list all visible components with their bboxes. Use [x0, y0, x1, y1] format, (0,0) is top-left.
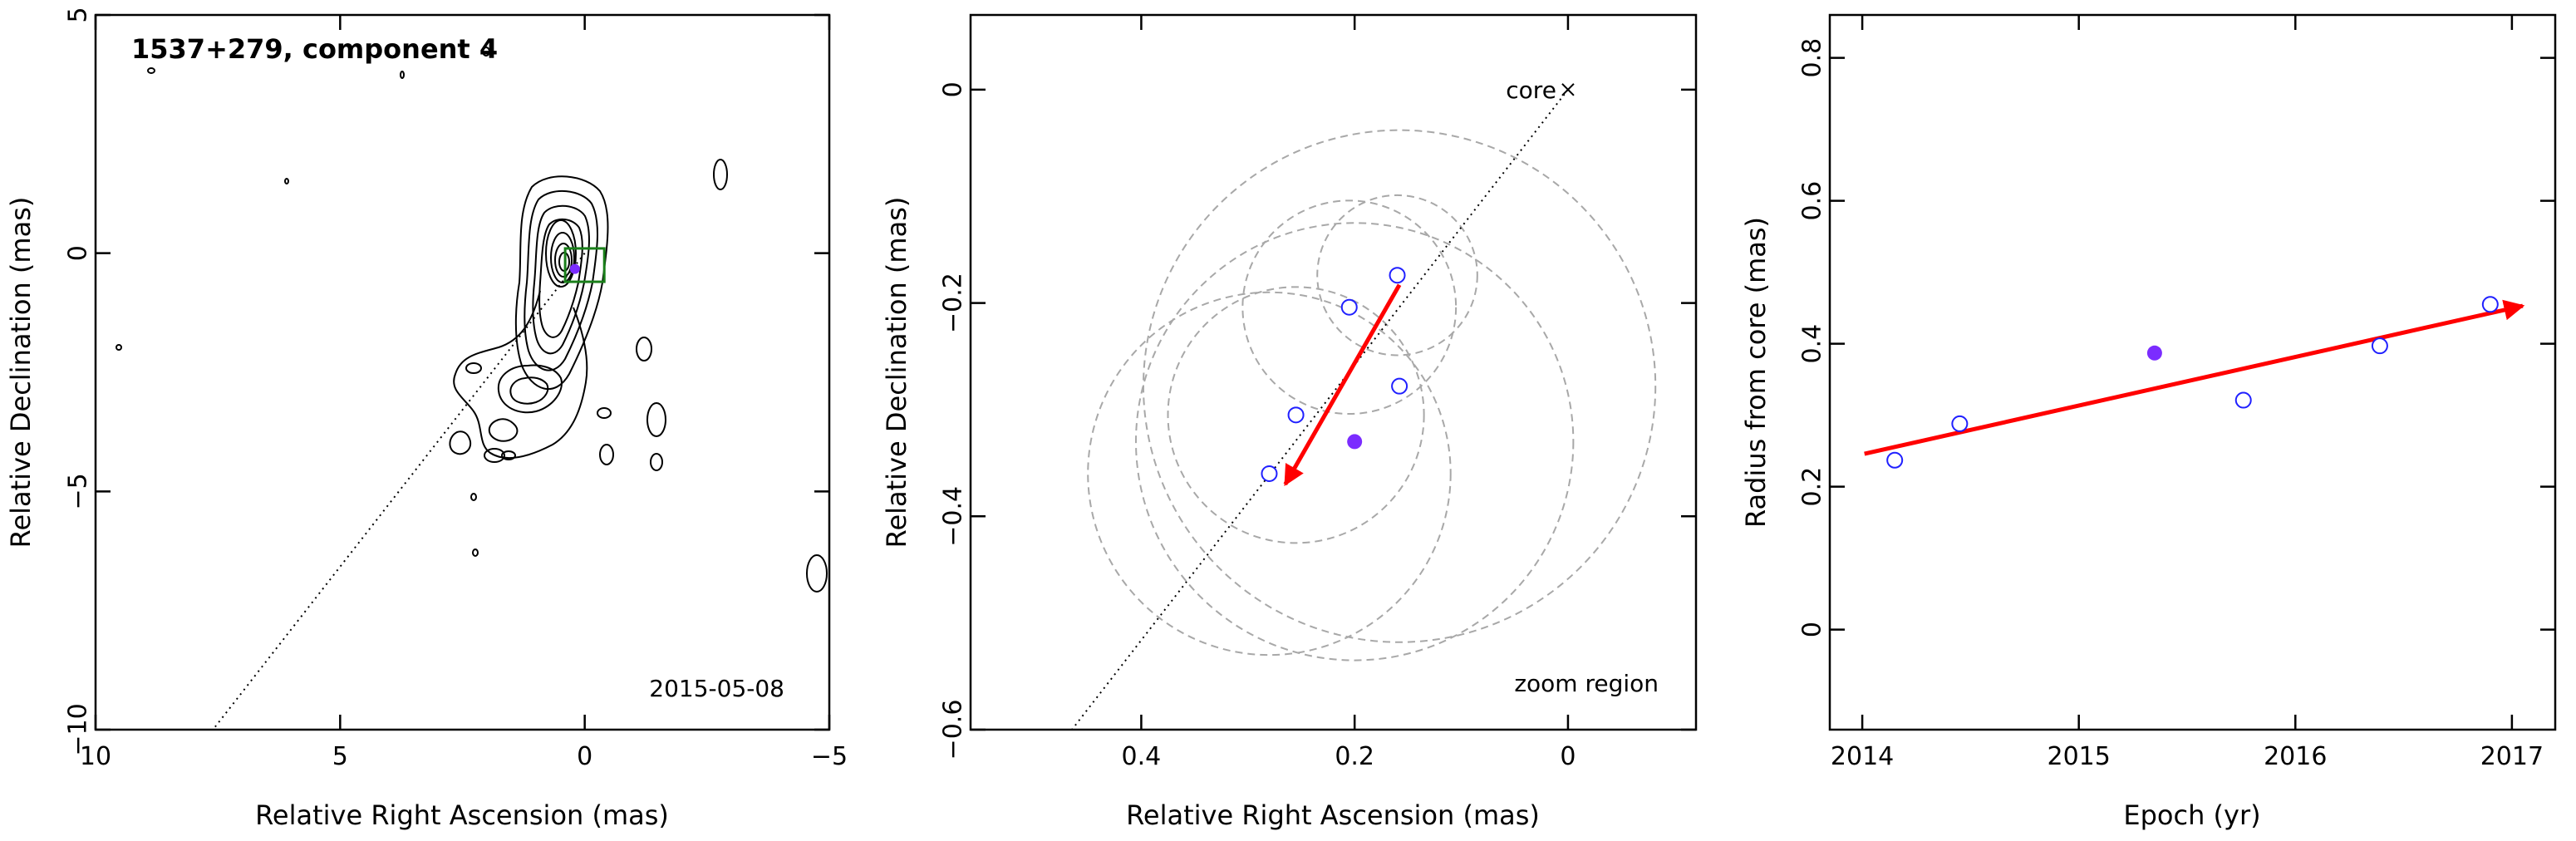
radius-point: [2481, 296, 2499, 313]
fit-arrow: [1864, 299, 2525, 456]
contour-core: [514, 175, 609, 391]
panel1-title: 1537+279, component 4: [131, 33, 498, 65]
panel1-x-ticks: 10 5 0 −5: [80, 15, 848, 771]
uncertainty-circle: [1087, 291, 1452, 657]
y-tick-label: 0.6: [1798, 181, 1827, 221]
x-tick-label: 0.4: [1122, 742, 1162, 771]
x-tick-label: 2017: [2480, 742, 2544, 771]
panel1-frame: [94, 13, 831, 731]
y-tick-label: 5: [64, 7, 93, 22]
panel1-y-axis-title: Relative Declination (mas): [5, 197, 37, 548]
y-tick-label: −10: [64, 703, 93, 755]
jet-direction-line: [212, 253, 586, 730]
y-tick-label: −5: [64, 473, 93, 509]
y-tick-label: −0.4: [939, 486, 968, 547]
position-point: [1261, 465, 1278, 482]
component-marker: [569, 263, 580, 274]
radius-point: [2234, 391, 2252, 409]
panel3-filled-point: [2146, 345, 2162, 361]
uncertainty-circle: [1316, 194, 1478, 357]
radius-point: [1886, 451, 1904, 469]
x-tick-label: 2014: [1831, 742, 1894, 771]
y-tick-label: 0.2: [1798, 467, 1827, 507]
position-point: [1287, 406, 1305, 424]
x-tick-label: 0: [1560, 742, 1576, 771]
y-tick-label: 0: [64, 245, 93, 261]
panel3-frame: [1828, 13, 2557, 731]
panel1-date-annotation: 2015-05-08: [649, 675, 784, 702]
y-tick-label: 0: [1798, 622, 1827, 637]
panel3-y-axis-title: Radius from core (mas): [1740, 217, 1772, 528]
panel-contour-map: 10 5 0 −5 5 0 −5 −10 1537+279, component 4 201…: [5, 7, 848, 831]
y-tick-label: −0.2: [939, 273, 968, 333]
position-point: [1340, 298, 1358, 316]
core-label: core: [1506, 76, 1556, 104]
panel2-y-ticks: 0 −0.2 −0.4 −0.6: [939, 81, 1696, 760]
motion-arrow: [1283, 283, 1402, 486]
y-tick-label: −0.6: [939, 700, 968, 760]
panel3-points: [1886, 296, 2499, 469]
uncertainty-circles: [1087, 129, 1657, 661]
x-tick-label: 2015: [2048, 742, 2111, 771]
panel2-frame: [969, 13, 1698, 731]
x-tick-label: 10: [80, 742, 111, 771]
panel2-points: [1261, 267, 1408, 482]
zoom-box: [563, 247, 606, 283]
panel-radius-epoch: 2014 2015 2016 2017 0 0.2 0.4 0.6 0.8 Epoch (yr…: [1740, 13, 2557, 831]
uncertainty-circle: [1134, 222, 1575, 661]
contour-jet: [116, 47, 828, 593]
x-tick-label: −5: [811, 742, 848, 771]
position-point: [1391, 377, 1408, 395]
panel3-y-ticks: 0 0.2 0.4 0.6 0.8: [1798, 38, 2555, 637]
zoom-region-label: zoom region: [1514, 670, 1659, 697]
panel2-x-axis-title: Relative Right Ascension (mas): [1126, 799, 1540, 831]
y-tick-label: 0.8: [1798, 38, 1827, 78]
x-tick-label: 0.2: [1335, 742, 1374, 771]
radius-point: [2371, 337, 2388, 355]
panel3-x-ticks: 2014 2015 2016 2017: [1831, 15, 2544, 771]
uncertainty-circle: [1142, 129, 1657, 643]
uncertainty-circle: [1167, 286, 1425, 544]
jet-direction-line-zoom: [1071, 89, 1569, 730]
core-marker: [1561, 83, 1575, 96]
panel2-filled-point: [1347, 434, 1363, 450]
uncertainty-circle: [1241, 199, 1458, 416]
x-tick-label: 0: [577, 742, 592, 771]
y-tick-label: 0: [939, 81, 968, 97]
y-tick-label: 0.4: [1798, 324, 1827, 364]
x-tick-label: 2016: [2264, 742, 2327, 771]
panel1-y-ticks: 5 0 −5 −10: [64, 7, 829, 756]
panel-zoom: core zoom region 0.4 0.2 0 0 −0.2 −0.4 −0.6 R…: [881, 13, 1698, 831]
position-point: [1389, 267, 1406, 284]
radius-point: [1951, 415, 1969, 432]
panel1-x-axis-title: Relative Right Ascension (mas): [255, 799, 669, 831]
x-tick-label: 5: [332, 742, 348, 771]
panel2-y-axis-title: Relative Declination (mas): [881, 197, 912, 548]
panel3-x-axis-title: Epoch (yr): [2123, 799, 2260, 831]
panel2-x-ticks: 0.4 0.2 0: [1122, 15, 1576, 771]
contour-group: [116, 47, 828, 730]
